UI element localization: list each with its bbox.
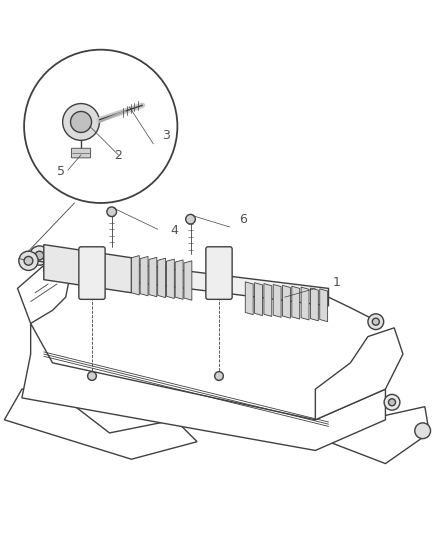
Text: 1: 1	[333, 276, 341, 289]
Circle shape	[71, 111, 92, 133]
Circle shape	[24, 256, 33, 265]
Circle shape	[30, 246, 49, 265]
Polygon shape	[273, 285, 281, 317]
Polygon shape	[22, 324, 385, 450]
Text: 2: 2	[114, 149, 122, 162]
Polygon shape	[320, 289, 328, 322]
Circle shape	[415, 423, 431, 439]
Circle shape	[215, 372, 223, 381]
FancyBboxPatch shape	[71, 148, 91, 158]
Text: 6: 6	[239, 213, 247, 225]
Polygon shape	[328, 407, 429, 464]
Polygon shape	[245, 282, 253, 314]
Polygon shape	[283, 285, 290, 318]
Polygon shape	[44, 245, 131, 293]
Circle shape	[368, 314, 384, 329]
Circle shape	[372, 318, 379, 325]
Polygon shape	[292, 286, 300, 319]
Circle shape	[186, 214, 195, 224]
Polygon shape	[131, 255, 139, 295]
FancyBboxPatch shape	[79, 247, 105, 300]
Polygon shape	[315, 328, 403, 420]
Circle shape	[88, 372, 96, 381]
Polygon shape	[175, 260, 183, 300]
Polygon shape	[158, 258, 166, 297]
Circle shape	[389, 399, 396, 406]
Polygon shape	[311, 288, 318, 321]
Circle shape	[24, 50, 177, 203]
Circle shape	[19, 251, 38, 270]
Polygon shape	[166, 259, 174, 298]
Polygon shape	[149, 257, 157, 297]
Circle shape	[63, 103, 99, 140]
Polygon shape	[4, 389, 197, 459]
Polygon shape	[264, 284, 272, 317]
Polygon shape	[18, 258, 70, 324]
Circle shape	[384, 394, 400, 410]
Text: 3: 3	[162, 130, 170, 142]
Polygon shape	[140, 256, 148, 296]
Circle shape	[107, 207, 117, 216]
Text: 4: 4	[171, 224, 179, 237]
Polygon shape	[184, 261, 192, 300]
Circle shape	[35, 251, 44, 260]
Polygon shape	[301, 287, 309, 320]
Text: 5: 5	[57, 165, 65, 177]
FancyBboxPatch shape	[206, 247, 232, 300]
Polygon shape	[44, 253, 328, 306]
Polygon shape	[254, 282, 262, 316]
